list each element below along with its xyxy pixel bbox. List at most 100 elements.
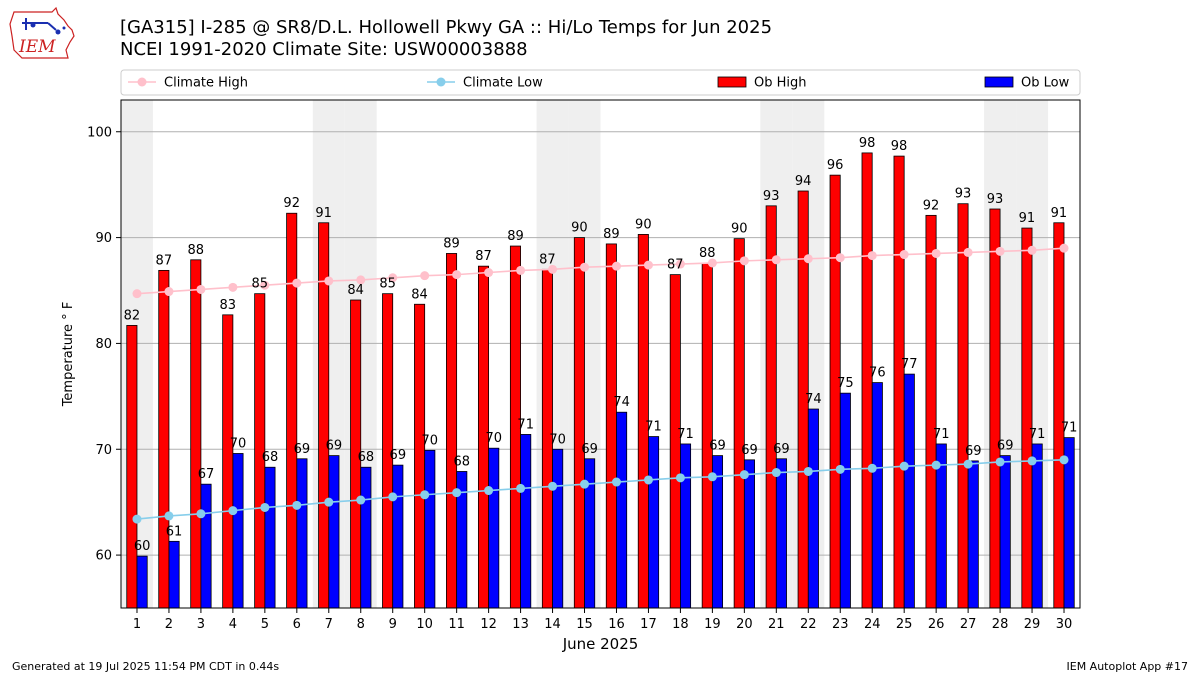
x-tick-label: 5 [261,617,269,632]
ob-high-bar [126,325,138,609]
climate-low-point [835,464,845,474]
ob-low-bar [967,460,979,609]
x-tick-label: 21 [768,617,785,632]
weekend-shade-day-8 [344,100,377,608]
climate-low-point [739,470,749,480]
ob-low-bar [456,471,468,609]
ob-low-label: 61 [166,524,183,539]
ob-high-bar [286,212,298,609]
ob-low-bar [584,458,596,609]
climate-low-point [516,483,526,493]
ob-low-label: 70 [422,433,439,448]
ob-high-label: 83 [219,298,236,313]
ob-low-label: 74 [805,392,822,407]
ob-high-label: 98 [891,139,908,154]
climate-low-line [136,459,1065,520]
x-tick-label: 2 [165,617,173,632]
x-tick-label: 19 [704,617,721,632]
ob-low-label: 69 [581,442,598,457]
ob-low-label: 68 [262,450,279,465]
ob-low-bar [168,540,180,609]
ob-high-bar [797,190,809,609]
climate-low-point [963,459,973,469]
ob-high-bar [893,155,905,609]
ob-high-bar [477,265,490,609]
ob-high-bar [254,293,266,609]
ob-low-bar [807,408,819,609]
climate-low-point [899,461,909,471]
ob-high-bar [350,299,362,609]
climate-high-point [356,275,366,285]
x-tick-label: 6 [293,617,301,632]
climate-low-point [771,468,781,478]
ob-high-bar [669,274,681,609]
ob-high-bar [318,222,330,609]
x-tick-label: 27 [960,617,977,632]
climate-high-point [835,253,845,263]
ob-low-bar [424,449,436,609]
ob-high-label: 90 [571,221,588,236]
chart-title: [GA315] I-285 @ SR8/D.L. Hollowell Pkwy … [120,17,773,38]
climate-low-point [1059,455,1069,465]
ob-low-bar [360,466,372,609]
climate-high-point [580,262,590,272]
ob-high-label: 85 [379,277,396,292]
climate-high-point [260,280,270,290]
weekend-shade-day-7 [312,100,345,608]
ob-low-label: 70 [485,431,502,446]
ob-low-label: 69 [709,439,726,454]
weekend-shading [121,100,1049,608]
ob-low-label: 75 [837,376,854,391]
ob-high-label: 91 [315,206,332,221]
climate-low-point [196,509,206,519]
ob-high-bar [541,268,553,609]
climate-high-point [516,265,526,275]
ob-high-label: 91 [1019,211,1036,226]
iem-logo: IEM [9,6,75,59]
bars [126,152,1075,609]
climate-low-point [707,472,717,482]
climate-low-point [484,486,494,496]
climate-low-point [356,495,366,505]
ob-high-label: 87 [156,253,173,268]
ob-high-bar [829,174,841,609]
climate-high-point [1059,243,1069,253]
ob-high-bar [1053,222,1065,609]
climate-low-point [643,475,653,485]
ob-low-bar [488,447,500,609]
ob-low-bar [775,458,787,609]
ob-high-bar [989,208,1001,609]
ob-low-label: 74 [613,395,630,410]
ob-high-label: 87 [539,252,556,267]
ob-high-label: 88 [188,243,205,258]
ob-high-bar [733,238,745,609]
legend: Climate High Climate Low Ob High Ob Low [120,69,1081,96]
y-tick-label: 60 [95,549,112,564]
climate-low-point [1027,456,1037,466]
climate-high-point [164,287,174,297]
ob-high-bar [573,237,585,609]
ob-low-bar [680,443,692,609]
ob-low-bar [743,459,755,609]
ob-low-label: 68 [358,450,375,465]
ob-low-label: 71 [517,417,534,432]
climate-high-point [484,268,494,278]
ob-low-label: 71 [1061,421,1078,436]
climate-high-point [803,254,813,264]
ob-high-bar [605,243,617,609]
weekend-shade-day-14 [536,100,569,608]
ob-low-label: 76 [869,366,886,381]
x-tick-label: 11 [448,617,465,632]
climate-high-point [707,258,717,268]
climate-high-point [324,276,334,286]
ob-high-bar [637,234,649,609]
ob-high-bar [861,152,873,609]
climate-high-point [420,271,430,281]
ob-low-label: 69 [997,439,1014,454]
climate-low-point [675,473,685,483]
ob-low-bar [1031,443,1043,609]
climate-low-point [260,502,270,512]
climate-low-point [420,490,430,500]
ob-high-label: 84 [411,287,428,302]
